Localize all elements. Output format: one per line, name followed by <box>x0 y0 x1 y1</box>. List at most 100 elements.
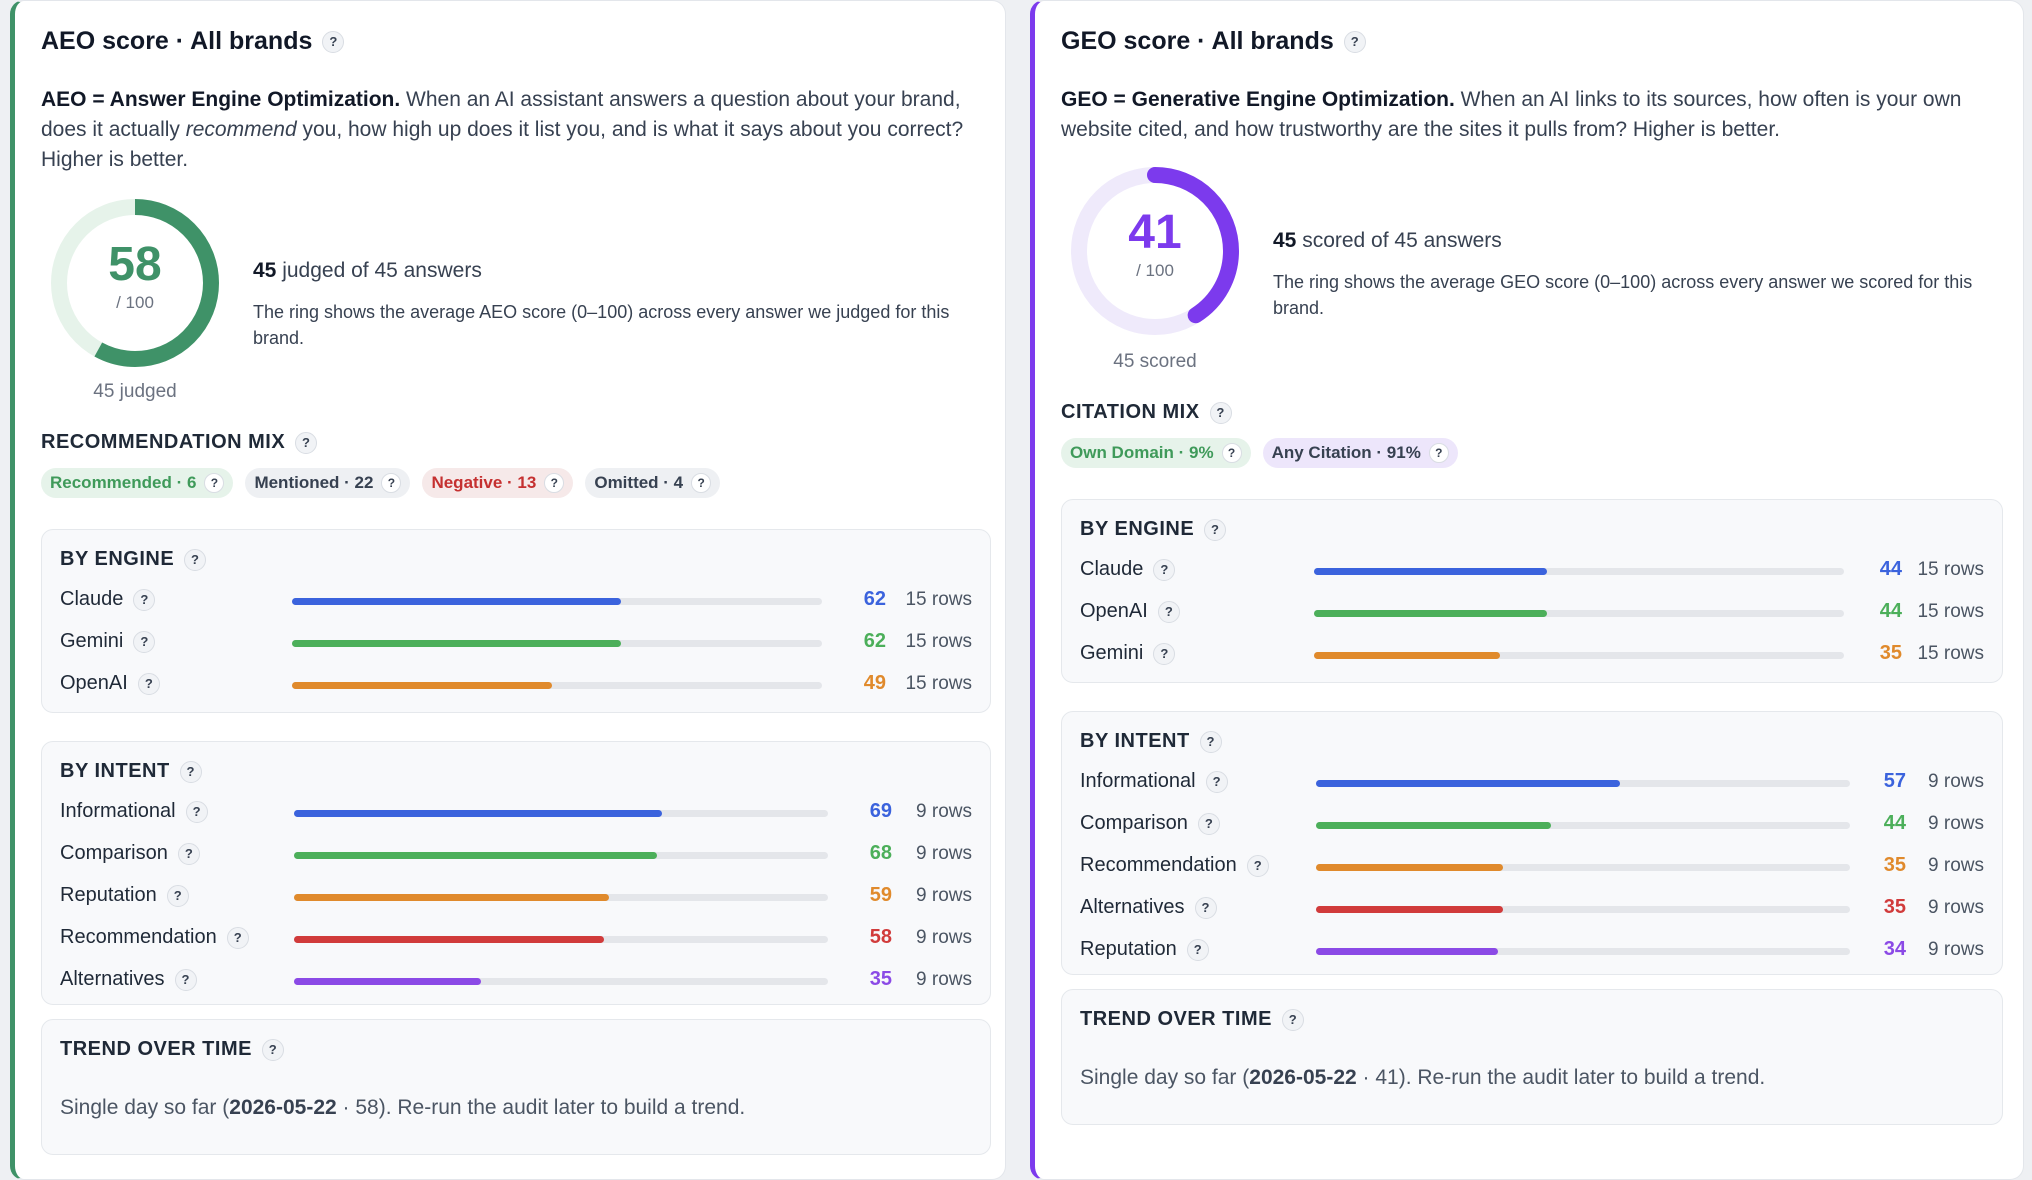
aeo-engine-claude-help-icon[interactable]: ? <box>133 588 156 611</box>
geo-intent-comparison-bar <box>1316 822 1551 829</box>
aeo-trend-help-icon[interactable]: ? <box>261 1038 284 1061</box>
geo-intent-reputation-help-icon[interactable]: ? <box>1186 938 1209 961</box>
aeo-trend-text: Single day so far (2026-05-22 · 58). Re-… <box>60 1096 745 1120</box>
aeo-desc-part2: you, how high up does it list you, and i… <box>41 118 964 171</box>
chip-any-citation-help-icon[interactable]: ? <box>1428 443 1449 463</box>
geo-summary-explanation: The ring shows the average GEO score (0–… <box>1273 272 1973 318</box>
aeo-summary: 45 judged of 45 answers The ring shows t… <box>253 259 993 351</box>
geo-intent-reputation-bar <box>1316 948 1498 955</box>
aeo-by-engine-help-icon[interactable]: ? <box>184 548 207 571</box>
geo-intent-comparison-help-icon[interactable]: ? <box>1197 812 1220 835</box>
geo-intent-recommendation-rows: 9 rows <box>1928 855 1984 876</box>
geo-intent-reputation-track <box>1316 948 1850 955</box>
geo-engine-gemini-label: Gemini <box>1080 642 1144 664</box>
aeo-engine-openai-help-icon[interactable]: ? <box>137 672 160 695</box>
geo-engine-row: Gemini? 35 15 rows <box>1080 640 1984 670</box>
geo-trend-help-icon[interactable]: ? <box>1281 1008 1304 1031</box>
aeo-ring-progress <box>51 199 219 367</box>
geo-intent-alternatives-value: 35 <box>1883 896 1906 918</box>
aeo-score-ring: 58 / 100 <box>45 193 225 373</box>
aeo-intent-comparison-label: Comparison <box>60 842 168 864</box>
aeo-intent-informational-help-icon[interactable]: ? <box>185 800 208 823</box>
chip-own-domain-help-icon[interactable]: ? <box>1221 443 1242 463</box>
aeo-desc-bold: AEO = Answer Engine Optimization. <box>41 88 401 111</box>
aeo-intent-reputation-help-icon[interactable]: ? <box>166 884 189 907</box>
geo-by-intent-title-text: BY INTENT <box>1080 730 1190 752</box>
aeo-engine-gemini-value: 62 <box>863 630 886 652</box>
geo-engine-openai-track <box>1314 610 1844 617</box>
aeo-engine-gemini-bar <box>292 640 621 647</box>
aeo-intent-recommendation-help-icon[interactable]: ? <box>226 926 249 949</box>
geo-summary: 45 scored of 45 answers The ring shows t… <box>1273 229 2013 321</box>
geo-engine-gemini-value: 35 <box>1879 642 1902 664</box>
geo-by-intent-help-icon[interactable]: ? <box>1199 730 1222 753</box>
aeo-description: AEO = Answer Engine Optimization. When a… <box>41 85 1001 175</box>
chip-omitted-help-icon[interactable]: ? <box>691 473 712 493</box>
geo-desc-part1: When an AI links to its sources, how oft… <box>1061 88 1962 141</box>
aeo-score-card: AEO score · All brands ? AEO = Answer En… <box>10 0 1006 1180</box>
geo-by-engine-title: BY ENGINE ? <box>1080 518 1227 541</box>
geo-intent-row-label: Recommendation? <box>1080 854 1269 877</box>
geo-trend-title-text: TREND OVER TIME <box>1080 1008 1272 1030</box>
aeo-score-value: 58 <box>108 238 162 291</box>
geo-mix-title-text: CITATION MIX <box>1061 401 1200 423</box>
aeo-intent-alternatives-help-icon[interactable]: ? <box>174 968 197 991</box>
geo-intent-row: Informational? 57 9 rows <box>1080 768 1984 798</box>
geo-intent-row-label: Alternatives? <box>1080 896 1217 919</box>
geo-intent-recommendation-value: 35 <box>1883 854 1906 876</box>
geo-by-engine-help-icon[interactable]: ? <box>1204 518 1227 541</box>
geo-engine-gemini-rows: 15 rows <box>1917 643 1984 664</box>
aeo-intent-recommendation-bar <box>294 936 604 943</box>
aeo-intent-reputation-track <box>294 894 828 901</box>
aeo-intent-recommendation-label: Recommendation <box>60 926 217 948</box>
aeo-intent-comparison-rows: 9 rows <box>916 843 972 864</box>
chip-recommended-label: Recommended · 6 <box>50 473 197 492</box>
geo-intent-recommendation-help-icon[interactable]: ? <box>1246 854 1269 877</box>
aeo-trend-title-text: TREND OVER TIME <box>60 1038 252 1060</box>
geo-engine-claude-bar <box>1314 568 1548 575</box>
geo-engine-claude-help-icon[interactable]: ? <box>1153 558 1176 581</box>
aeo-intent-comparison-value: 68 <box>869 842 892 864</box>
aeo-by-intent-title: BY INTENT ? <box>60 760 202 783</box>
geo-intent-informational-bar <box>1316 780 1621 787</box>
aeo-engine-gemini-help-icon[interactable]: ? <box>133 630 156 653</box>
aeo-engine-gemini-track <box>292 640 822 647</box>
aeo-trend-suffix: · 58). Re-run the audit later to build a… <box>336 1096 746 1119</box>
aeo-intent-comparison-help-icon[interactable]: ? <box>177 842 200 865</box>
geo-summary-headline: 45 scored of 45 answers <box>1273 229 2013 253</box>
chip-mentioned: Mentioned · 22? <box>245 468 411 498</box>
aeo-intent-alternatives-bar <box>294 978 481 985</box>
geo-engine-openai-help-icon[interactable]: ? <box>1157 600 1180 623</box>
geo-title-help-icon[interactable]: ? <box>1343 30 1366 53</box>
chip-own-domain: Own Domain · 9%? <box>1061 438 1251 468</box>
aeo-intent-reputation-bar <box>294 894 610 901</box>
geo-intent-informational-label: Informational <box>1080 770 1196 792</box>
geo-intent-alternatives-help-icon[interactable]: ? <box>1194 896 1217 919</box>
geo-description: GEO = Generative Engine Optimization. Wh… <box>1061 85 2021 145</box>
geo-intent-informational-rows: 9 rows <box>1928 771 1984 792</box>
aeo-intent-recommendation-value: 58 <box>869 926 892 948</box>
aeo-by-engine-panel: BY ENGINE ? Claude? 62 15 rows Gemini? 6… <box>41 529 991 713</box>
aeo-engine-openai-rows: 15 rows <box>905 673 972 694</box>
geo-intent-row: Alternatives? 35 9 rows <box>1080 894 1984 924</box>
geo-intent-alternatives-label: Alternatives <box>1080 896 1185 918</box>
aeo-mix-help-icon[interactable]: ? <box>295 431 318 454</box>
aeo-intent-row: Comparison? 68 9 rows <box>60 840 972 870</box>
chip-mentioned-help-icon[interactable]: ? <box>381 473 402 493</box>
aeo-engine-row-label: Gemini? <box>60 630 156 653</box>
chip-recommended-help-icon[interactable]: ? <box>204 473 225 493</box>
aeo-by-intent-help-icon[interactable]: ? <box>179 760 202 783</box>
aeo-intent-reputation-label: Reputation <box>60 884 157 906</box>
geo-intent-informational-help-icon[interactable]: ? <box>1205 770 1228 793</box>
geo-engine-gemini-help-icon[interactable]: ? <box>1153 642 1176 665</box>
geo-engine-row: Claude? 44 15 rows <box>1080 556 1984 586</box>
aeo-title-help-icon[interactable]: ? <box>322 30 345 53</box>
aeo-intent-reputation-value: 59 <box>869 884 892 906</box>
aeo-by-engine-title: BY ENGINE ? <box>60 548 207 571</box>
chip-negative-help-icon[interactable]: ? <box>544 473 565 493</box>
geo-score-max: / 100 <box>1136 261 1174 280</box>
geo-by-engine-panel: BY ENGINE ? Claude? 44 15 rows OpenAI? 4… <box>1061 499 2003 683</box>
aeo-engine-gemini-rows: 15 rows <box>905 631 972 652</box>
chip-negative-label: Negative · 13 <box>431 473 537 492</box>
geo-mix-help-icon[interactable]: ? <box>1209 401 1232 424</box>
